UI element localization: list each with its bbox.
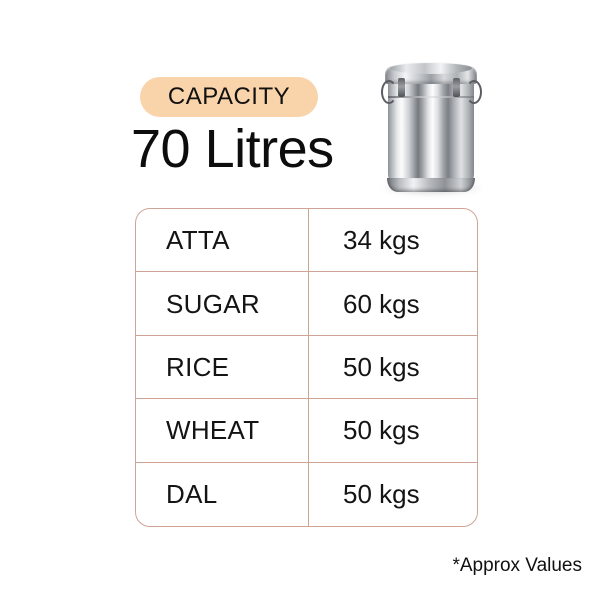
table-cell-capacity: 34 kgs: [343, 225, 420, 256]
drum-handle-left-icon: [381, 80, 397, 104]
drum-clamp-right-icon: [453, 78, 460, 97]
drum-base: [387, 178, 475, 192]
table-row: WHEAT 50 kgs: [136, 399, 477, 463]
capacity-headline: 70 Litres: [131, 119, 334, 179]
drum-band-upper: [388, 96, 474, 98]
table-cell-capacity: 50 kgs: [343, 351, 420, 382]
capacity-spec-table: ATTA 34 kgs SUGAR 60 kgs RICE 50 kgs WHE…: [135, 208, 478, 527]
drum-handle-right-icon: [466, 80, 482, 104]
table-cell-capacity: 50 kgs: [343, 479, 420, 510]
table-cell-capacity: 50 kgs: [343, 415, 420, 446]
table-row: DAL 50 kgs: [136, 462, 477, 526]
capacity-badge: CAPACITY: [140, 77, 318, 117]
drum-lid-top: [390, 62, 472, 74]
table-cell-item: WHEAT: [136, 399, 309, 462]
table-row: RICE 50 kgs: [136, 335, 477, 400]
table-cell-capacity: 60 kgs: [343, 288, 420, 319]
storage-drum-icon: [376, 52, 488, 197]
table-cell-item: ATTA: [136, 209, 309, 272]
table-cell-item: RICE: [136, 335, 309, 399]
capacity-badge-label: CAPACITY: [167, 83, 291, 110]
drum-clamp-left-icon: [398, 78, 405, 97]
table-row: SUGAR 60 kgs: [136, 272, 477, 336]
table-cell-item: DAL: [136, 462, 309, 526]
approx-values-footnote: *Approx Values: [452, 555, 582, 576]
table-row: ATTA 34 kgs: [136, 209, 477, 273]
table-cell-item: SUGAR: [136, 272, 309, 335]
